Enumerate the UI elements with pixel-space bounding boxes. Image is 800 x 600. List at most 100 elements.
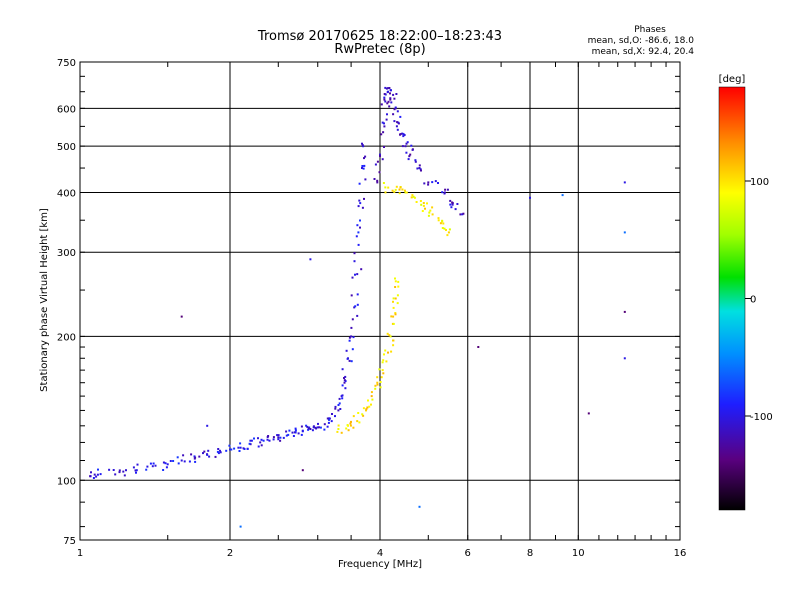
echo-point xyxy=(431,181,434,184)
echo-point xyxy=(92,477,95,479)
echo-point xyxy=(391,189,394,192)
echo-point xyxy=(328,417,331,420)
y-tick-label: 300 xyxy=(57,248,76,259)
colorbar-tick-label: -100 xyxy=(750,412,773,423)
echo-point xyxy=(398,188,401,191)
y-axis-label: Stationary phase Virtual Height [km] xyxy=(39,208,50,392)
echo-point xyxy=(351,318,354,321)
echo-point xyxy=(266,438,269,441)
echo-point xyxy=(350,326,353,329)
echo-point xyxy=(477,346,480,348)
echo-point xyxy=(309,258,312,261)
x-axis-label: Frequency [MHz] xyxy=(338,559,422,570)
echo-point xyxy=(272,438,275,441)
echo-point xyxy=(118,471,121,474)
echo-point xyxy=(418,164,421,167)
echo-point xyxy=(383,125,386,128)
echo-point xyxy=(394,286,397,288)
echo-point xyxy=(404,145,407,148)
echo-point xyxy=(437,217,440,220)
echo-point xyxy=(384,100,387,103)
echo-point xyxy=(437,182,439,184)
echo-point xyxy=(166,463,169,466)
echo-point xyxy=(381,369,384,372)
echo-point xyxy=(407,158,410,161)
x-tick-label: 4 xyxy=(377,548,383,559)
echo-point xyxy=(388,334,391,337)
echo-point xyxy=(396,121,399,124)
echo-point xyxy=(285,434,288,437)
echo-point xyxy=(381,158,384,161)
echo-point xyxy=(246,447,249,450)
echo-point xyxy=(198,455,201,458)
echo-point xyxy=(371,398,374,401)
plot-frame xyxy=(79,61,681,541)
echo-point xyxy=(365,409,367,412)
y-tick-label: 600 xyxy=(57,104,76,115)
echo-point xyxy=(279,439,282,442)
echo-point xyxy=(341,394,344,397)
echo-point xyxy=(386,102,389,105)
echo-point xyxy=(336,430,339,433)
echo-point xyxy=(249,439,252,442)
echo-point xyxy=(428,211,431,214)
echo-point xyxy=(623,181,626,184)
echo-point xyxy=(176,456,179,459)
echo-point xyxy=(395,125,398,128)
echo-point xyxy=(390,315,393,318)
echo-point xyxy=(385,118,388,121)
echo-point xyxy=(357,243,360,246)
echo-point xyxy=(347,424,349,427)
echo-point xyxy=(410,196,413,199)
colorbar-tick-label: 100 xyxy=(750,177,769,188)
echo-point xyxy=(392,300,394,303)
echo-point xyxy=(379,386,382,389)
echo-point xyxy=(388,105,391,108)
echo-point xyxy=(389,98,392,101)
echo-point xyxy=(253,437,255,440)
echo-point xyxy=(392,322,395,325)
echo-point xyxy=(294,429,297,432)
echo-point xyxy=(345,349,348,352)
echo-point xyxy=(122,470,125,473)
echo-point xyxy=(362,145,365,148)
echo-point xyxy=(403,134,406,136)
echo-point xyxy=(439,222,442,225)
echo-point xyxy=(361,206,364,209)
echo-point xyxy=(349,422,352,425)
echo-point xyxy=(145,468,148,471)
echo-point xyxy=(219,449,221,452)
echo-point xyxy=(194,456,197,459)
echo-point xyxy=(399,133,401,136)
echo-point xyxy=(380,376,383,379)
echo-point xyxy=(362,167,365,170)
echo-point xyxy=(356,224,359,227)
echo-point xyxy=(183,460,186,463)
echo-point xyxy=(364,155,367,158)
echo-point xyxy=(314,426,317,429)
echo-point xyxy=(461,213,464,216)
echo-point xyxy=(394,297,397,300)
echo-point xyxy=(95,475,98,478)
echo-point xyxy=(307,428,310,431)
echo-point xyxy=(376,179,379,182)
echo-point xyxy=(376,160,379,163)
x-tick-label: 8 xyxy=(527,548,533,559)
echo-point xyxy=(411,148,414,151)
echo-point xyxy=(361,413,364,416)
echo-point xyxy=(350,335,353,338)
echo-point xyxy=(446,188,449,191)
echo-point xyxy=(233,447,236,450)
echo-point xyxy=(328,418,330,421)
echo-point xyxy=(376,383,379,386)
echo-point xyxy=(154,464,157,467)
echo-point xyxy=(242,447,245,450)
echo-point xyxy=(347,429,350,432)
echo-point xyxy=(352,336,355,339)
echo-point xyxy=(420,203,423,206)
echo-point xyxy=(276,434,279,437)
echo-point xyxy=(216,450,219,453)
echo-point xyxy=(361,165,364,167)
echo-point xyxy=(331,413,333,415)
echo-point xyxy=(421,210,424,212)
